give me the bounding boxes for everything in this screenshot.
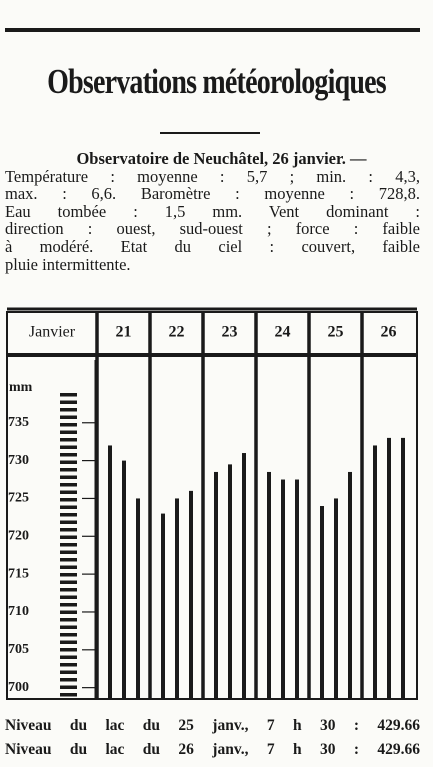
y-tick-label: 720: [8, 529, 29, 544]
y-tick-label: 705: [8, 642, 29, 657]
report-line: à modéré. Etat du ciel : couvert, faible: [5, 236, 420, 256]
bar: [108, 445, 112, 699]
scale-dash: [60, 445, 77, 449]
report-line: max. : 6,6. Baromètre : moyenne : 728,8.: [5, 184, 420, 204]
y-tick-label: 700: [8, 680, 29, 695]
scale-dash: [60, 430, 77, 434]
report-line: Température : moyenne : 5,7 ; min. : 4,3…: [5, 166, 420, 186]
x-tick-label: 21: [116, 324, 132, 341]
scale-dash: [60, 475, 77, 479]
bar: [320, 506, 324, 699]
scale-dash: [60, 603, 77, 607]
y-tick-label: 710: [8, 604, 29, 619]
scale-dash: [60, 648, 77, 652]
bar: [267, 471, 271, 699]
x-axis-label: Janvier: [29, 324, 76, 341]
scale-dash: [60, 393, 77, 397]
y-tick-label: 725: [8, 491, 29, 506]
scale-dash: [60, 685, 77, 689]
report-line: Eau tombée : 1,5 mm. Vent dominant :: [5, 201, 420, 221]
scale-dash: [60, 535, 77, 539]
bar: [189, 490, 193, 699]
footer: Niveau du lac du 25 janv., 7 h 30 : 429.…: [5, 714, 420, 762]
scale-dash: [60, 693, 77, 697]
report-line: direction : ouest, sud-ouest ; force : f…: [5, 219, 420, 239]
y-axis-label: mm: [9, 380, 33, 395]
scale-dash: [60, 640, 77, 644]
y-tick-label: 730: [8, 453, 29, 468]
report: Observatoire de Neuchâtel, 26 janvier. —…: [5, 150, 420, 273]
scale-dash: [60, 460, 77, 464]
footer-line: Niveau du lac du 26 janv., 7 h 30 : 429.…: [5, 741, 420, 758]
scale-dash: [60, 625, 77, 629]
footer-line: Niveau du lac du 25 janv., 7 h 30 : 429.…: [5, 717, 420, 734]
bar: [387, 437, 391, 699]
scale-dash: [60, 678, 77, 682]
scale-dash: [60, 408, 77, 412]
bar: [228, 464, 232, 699]
scale-dash: [60, 483, 77, 487]
bar: [161, 513, 165, 699]
chart: Janvier mm 700 705 710 715 720 725 730 735 21 22 23 2…: [6, 307, 418, 700]
scale-dash: [60, 400, 77, 404]
x-tick-label: 23: [222, 324, 238, 341]
bar: [242, 453, 246, 699]
bar: [401, 437, 405, 699]
report-line: pluie intermittente.: [5, 254, 131, 274]
scale-dash: [60, 633, 77, 637]
scale-dash: [60, 580, 77, 584]
scale-dash: [60, 453, 77, 457]
y-tick-label: 735: [8, 415, 29, 430]
scale-dash: [60, 558, 77, 562]
scale-dash: [60, 670, 77, 674]
x-tick-label: 22: [169, 324, 185, 341]
x-tick-label: 25: [328, 324, 344, 341]
scale-dash: [60, 513, 77, 517]
scale-dash: [60, 498, 77, 502]
x-tick-label: 26: [381, 324, 397, 341]
bar: [214, 471, 218, 699]
scale-dash: [60, 550, 77, 554]
scale-dash: [60, 423, 77, 427]
scale-dash: [60, 573, 77, 577]
scale-dash: [60, 595, 77, 599]
scale-dash: [60, 415, 77, 419]
scale-dash: [60, 490, 77, 494]
title-rule: [160, 132, 260, 134]
bar: [175, 498, 179, 699]
scale-dash: [60, 505, 77, 509]
bar: [348, 471, 352, 699]
scale-dash: [60, 588, 77, 592]
scale-dash: [60, 663, 77, 667]
bar: [334, 498, 338, 699]
scale-dash: [60, 618, 77, 622]
frame: [6, 311, 418, 700]
scale-dash: [60, 543, 77, 547]
y-tick-label: 715: [8, 566, 29, 581]
scale-dash: [60, 468, 77, 472]
scale-dash: [60, 438, 77, 442]
bar: [295, 479, 299, 699]
bar: [281, 479, 285, 699]
bar: [373, 445, 377, 699]
scale-dash: [60, 520, 77, 524]
bar: [136, 498, 140, 699]
scale-dash: [60, 565, 77, 569]
scale-dash: [60, 528, 77, 532]
title: Observations météorologiques: [47, 62, 387, 101]
top-rule: [5, 28, 420, 32]
scale-dash: [60, 655, 77, 659]
bar: [122, 460, 126, 699]
report-line: Observatoire de Neuchâtel, 26 janvier. —: [76, 149, 367, 168]
scale-dash: [60, 610, 77, 614]
x-tick-label: 24: [275, 324, 291, 341]
